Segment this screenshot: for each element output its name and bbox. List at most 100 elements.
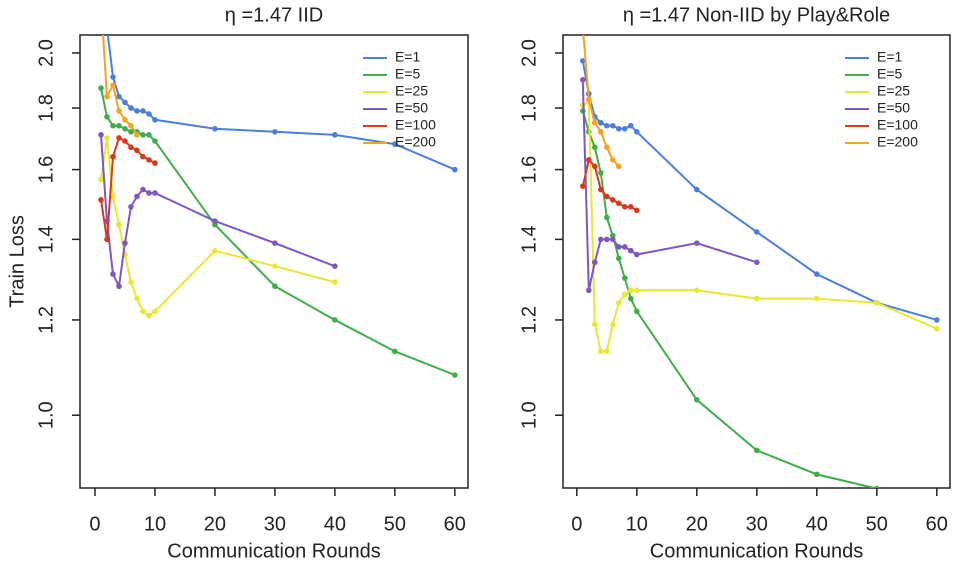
data-point (332, 263, 338, 269)
data-point (110, 82, 116, 89)
y-tick-label: 1.0 (518, 401, 540, 429)
x-tick-label: 10 (626, 513, 648, 535)
data-point (116, 93, 122, 100)
x-tick-label: 40 (324, 513, 346, 535)
data-point (622, 204, 628, 210)
data-point (272, 263, 278, 269)
data-point (586, 96, 592, 103)
data-point (622, 291, 628, 298)
data-point (616, 255, 622, 262)
data-point (272, 283, 278, 290)
data-point (116, 135, 122, 141)
y-tick-label: 1.2 (518, 306, 540, 334)
x-axis-label: Communication Rounds (167, 540, 380, 562)
data-point (610, 236, 616, 243)
data-point (116, 221, 122, 228)
data-point (616, 125, 622, 132)
x-tick-label: 60 (926, 513, 948, 535)
data-point (122, 116, 128, 123)
data-point (694, 287, 700, 294)
x-tick-label: 0 (89, 513, 100, 535)
data-point (592, 259, 598, 266)
data-point (634, 207, 640, 214)
data-point (122, 240, 128, 246)
data-point (610, 122, 616, 129)
data-point (622, 125, 628, 132)
data-point (122, 125, 128, 132)
data-point (874, 485, 880, 488)
data-point (140, 308, 146, 315)
data-point (580, 25, 586, 31)
chart-title: η =1.47 IID (225, 4, 323, 26)
y-axis-label: Train Loss (6, 215, 28, 308)
data-point (616, 244, 622, 250)
data-point (128, 144, 134, 151)
data-point (452, 372, 458, 378)
data-point (128, 128, 134, 135)
x-tick-label: 20 (686, 513, 708, 535)
data-point (754, 447, 760, 454)
data-point (694, 396, 700, 403)
data-point (934, 325, 940, 332)
legend-label: E=5 (395, 66, 421, 82)
data-point (134, 132, 140, 138)
data-point (98, 197, 104, 203)
data-point (586, 157, 592, 163)
data-point (622, 244, 628, 250)
legend-label: E=50 (395, 100, 428, 116)
y-tick-label: 2.0 (35, 39, 57, 67)
x-tick-label: 10 (144, 513, 166, 535)
y-tick-label: 1.8 (518, 94, 540, 122)
x-tick-label: 0 (571, 513, 582, 535)
x-tick-label: 20 (204, 513, 226, 535)
data-point (604, 122, 610, 129)
legend-label: E=100 (877, 117, 918, 133)
plot-area (98, 25, 458, 378)
data-point (140, 108, 146, 114)
data-point (610, 197, 616, 203)
data-point (98, 132, 104, 138)
data-point (104, 236, 110, 243)
x-tick-label: 50 (866, 513, 888, 535)
y-tick-label: 1.0 (35, 401, 57, 429)
data-point (152, 138, 158, 144)
chart-title: η =1.47 Non-IID by Play&Role (623, 4, 890, 26)
data-point (694, 186, 700, 193)
data-point (754, 295, 760, 302)
data-point (152, 160, 158, 166)
data-point (634, 287, 640, 294)
data-point (128, 105, 134, 111)
data-point (934, 317, 940, 323)
data-point (586, 287, 592, 294)
data-point (598, 128, 604, 135)
data-point (628, 295, 634, 302)
data-point (146, 132, 152, 138)
data-point (754, 259, 760, 266)
data-point (128, 204, 134, 210)
data-point (616, 300, 622, 306)
data-point (146, 157, 152, 163)
data-point (604, 236, 610, 243)
data-point (634, 128, 640, 135)
data-point (146, 190, 152, 196)
data-point (110, 122, 116, 129)
legend-label: E=100 (395, 117, 436, 133)
x-tick-label: 60 (444, 513, 466, 535)
data-point (616, 200, 622, 207)
data-point (104, 93, 110, 100)
data-point (98, 85, 104, 91)
data-point (392, 348, 398, 355)
data-point (104, 25, 110, 31)
x-tick-label: 30 (746, 513, 768, 535)
data-point (110, 193, 116, 200)
data-point (122, 99, 128, 106)
legend-label: E=50 (877, 100, 910, 116)
series-line (581, 79, 758, 291)
data-point (622, 275, 628, 281)
data-point (610, 321, 616, 328)
data-point (152, 308, 158, 315)
plot-frame (79, 34, 469, 489)
data-point (134, 108, 140, 114)
data-point (616, 163, 622, 170)
data-point (212, 247, 218, 254)
